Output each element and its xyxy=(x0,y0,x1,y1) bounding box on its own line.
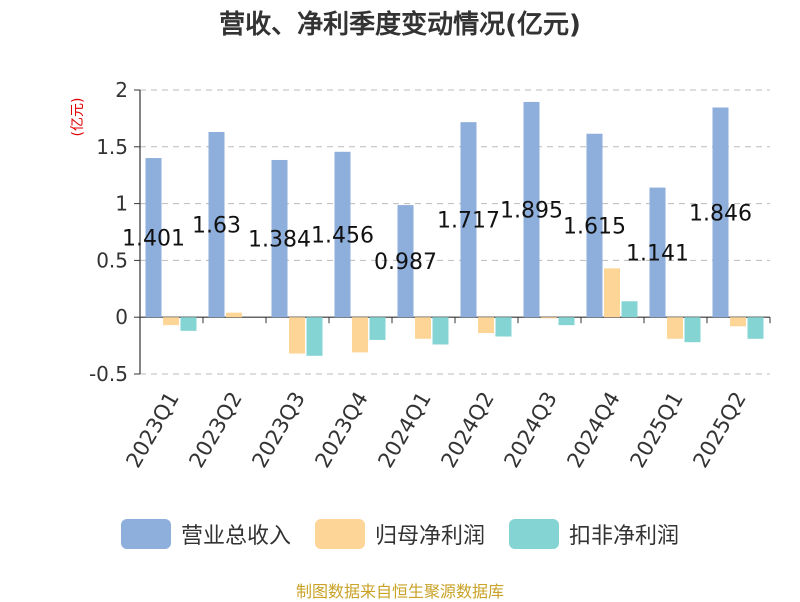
legend-label-revenue: 营业总收入 xyxy=(180,524,291,549)
bar-deducted-profit[interactable] xyxy=(432,317,449,345)
bar-net-profit[interactable] xyxy=(541,317,557,319)
bar-value-label: 1.401 xyxy=(122,227,185,252)
x-tick-label: 2023Q3 xyxy=(247,388,309,472)
y-tick-label: 0 xyxy=(115,305,128,329)
bar-net-profit[interactable] xyxy=(667,317,683,339)
bar-revenue[interactable] xyxy=(334,151,351,318)
bar-revenue[interactable] xyxy=(271,159,288,318)
legend-label-net-profit: 归母净利润 xyxy=(374,524,485,549)
bar-deducted-profit[interactable] xyxy=(495,317,512,337)
legend-swatch-revenue xyxy=(120,519,171,549)
x-tick-label: 2024Q4 xyxy=(562,388,624,472)
bars xyxy=(145,101,764,356)
bar-net-profit[interactable] xyxy=(478,317,494,334)
y-tick-label: 0.5 xyxy=(96,248,128,272)
bar-deducted-profit[interactable] xyxy=(747,317,764,339)
bar-net-profit[interactable] xyxy=(226,312,242,318)
bar-net-profit[interactable] xyxy=(415,317,431,339)
bar-deducted-profit[interactable] xyxy=(306,317,323,356)
x-tick-label: 2024Q1 xyxy=(373,388,435,472)
bar-value-label: 1.717 xyxy=(437,209,500,234)
y-tick-label: 1.5 xyxy=(96,135,128,159)
legend-swatch-net-profit xyxy=(314,519,365,549)
x-tick-label: 2023Q4 xyxy=(310,388,372,472)
x-tick-label: 2025Q2 xyxy=(688,388,750,472)
legend-item-revenue[interactable]: 营业总收入 xyxy=(120,518,291,550)
bar-value-label: 1.615 xyxy=(563,214,626,239)
bar-deducted-profit[interactable] xyxy=(684,317,701,343)
legend-item-net-profit[interactable]: 归母净利润 xyxy=(314,518,485,550)
y-tick-label: 2 xyxy=(115,78,128,102)
bar-revenue[interactable] xyxy=(649,187,666,318)
legend: 营业总收入 归母净利润 扣非净利润 xyxy=(0,518,800,550)
bar-value-label: 0.987 xyxy=(374,250,437,275)
bar-value-label: 1.846 xyxy=(689,201,752,226)
x-tick-label: 2023Q2 xyxy=(184,388,246,472)
bar-value-label: 1.384 xyxy=(248,228,311,253)
bar-revenue[interactable] xyxy=(208,132,225,318)
bar-value-label: 1.895 xyxy=(500,199,563,224)
bar-deducted-profit[interactable] xyxy=(369,317,386,340)
chart-title: 营收、净利季度变动情况(亿元) xyxy=(219,10,581,40)
bar-revenue[interactable] xyxy=(145,158,162,318)
x-tick-label: 2024Q2 xyxy=(436,388,498,472)
bar-net-profit[interactable] xyxy=(730,317,746,327)
legend-item-deducted-profit[interactable]: 扣非净利润 xyxy=(509,518,679,550)
bar-revenue[interactable] xyxy=(397,205,414,318)
bar-value-label: 1.141 xyxy=(626,241,689,266)
bar-revenue[interactable] xyxy=(523,101,540,318)
grid-lines xyxy=(140,89,770,375)
bar-net-profit[interactable] xyxy=(352,317,368,353)
bar-revenue[interactable] xyxy=(712,107,729,318)
x-tick-label: 2024Q3 xyxy=(499,388,561,472)
x-tick-label: 2023Q1 xyxy=(121,388,183,472)
source-note: 制图数据来自恒生聚源数据库 xyxy=(295,582,504,601)
bar-net-profit[interactable] xyxy=(163,317,179,326)
bar-revenue[interactable] xyxy=(586,133,603,318)
x-tick-label: 2025Q1 xyxy=(625,388,687,472)
bar-deducted-profit[interactable] xyxy=(621,301,638,318)
bar-net-profit[interactable] xyxy=(604,268,620,318)
y-tick-label: 1 xyxy=(115,192,128,216)
bar-value-label: 1.456 xyxy=(311,223,374,248)
y-tick-label: -0.5 xyxy=(89,362,128,386)
y-axis-label: (亿元) xyxy=(70,98,86,137)
legend-swatch-deducted-profit xyxy=(509,519,559,549)
bar-deducted-profit[interactable] xyxy=(180,317,197,331)
legend-label-deducted-profit: 扣非净利润 xyxy=(569,524,680,549)
bar-deducted-profit[interactable] xyxy=(558,317,575,326)
bar-revenue[interactable] xyxy=(460,122,477,318)
bar-value-label: 1.63 xyxy=(192,214,241,239)
bar-net-profit[interactable] xyxy=(289,317,305,354)
